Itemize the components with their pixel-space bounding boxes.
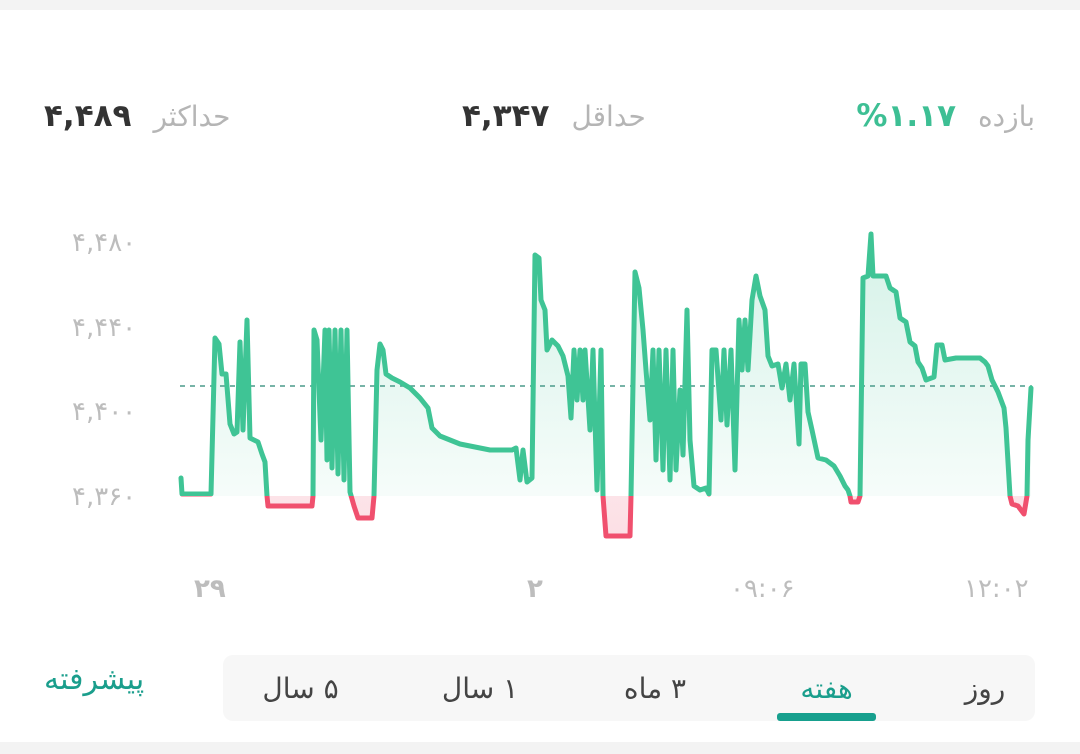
y-tick-label: ۴,۴۸۰ [72, 228, 137, 258]
return-value: %۱.۱۷ [856, 98, 957, 134]
tab-1-year[interactable]: ۱ سال [441, 671, 519, 705]
min-value: ۴,۳۴۷ [462, 98, 550, 134]
x-tick-label: ۰۹:۰۶ [730, 574, 795, 604]
max-stat: حداکثر ۴,۴۸۹ [44, 96, 230, 136]
tab-week[interactable]: هفته [800, 671, 853, 705]
min-label: حداقل [571, 99, 646, 133]
x-tick-label: ۱۲:۰۲ [964, 574, 1029, 604]
max-label: حداکثر [153, 99, 231, 133]
min-stat: حداقل ۴,۳۴۷ [462, 96, 646, 136]
advanced-chart-button[interactable]: پیشرفته [44, 662, 145, 697]
active-tab-indicator [777, 713, 876, 721]
return-stat: بازده %۱.۱۷ [856, 96, 1035, 136]
top-divider-band [0, 0, 1080, 10]
return-label: بازده [978, 99, 1035, 133]
max-value: ۴,۴۸۹ [44, 98, 132, 134]
x-tick-label: ۲۹ [194, 574, 226, 604]
y-tick-label: ۴,۴۰۰ [72, 397, 137, 427]
bottom-divider-band [0, 742, 1080, 754]
y-tick-label: ۴,۴۴۰ [72, 313, 137, 343]
tab-day[interactable]: روز [964, 671, 1006, 705]
price-line [178, 231, 1034, 496]
tab-5-years[interactable]: ۵ سال [262, 671, 339, 705]
tab-3-months[interactable]: ۳ ماه [623, 671, 687, 705]
x-tick-label: ۲ [527, 574, 543, 604]
y-tick-label: ۴,۳۶۰ [72, 482, 137, 512]
time-range-selector [223, 655, 1035, 721]
chart-area-fill [181, 234, 1031, 496]
